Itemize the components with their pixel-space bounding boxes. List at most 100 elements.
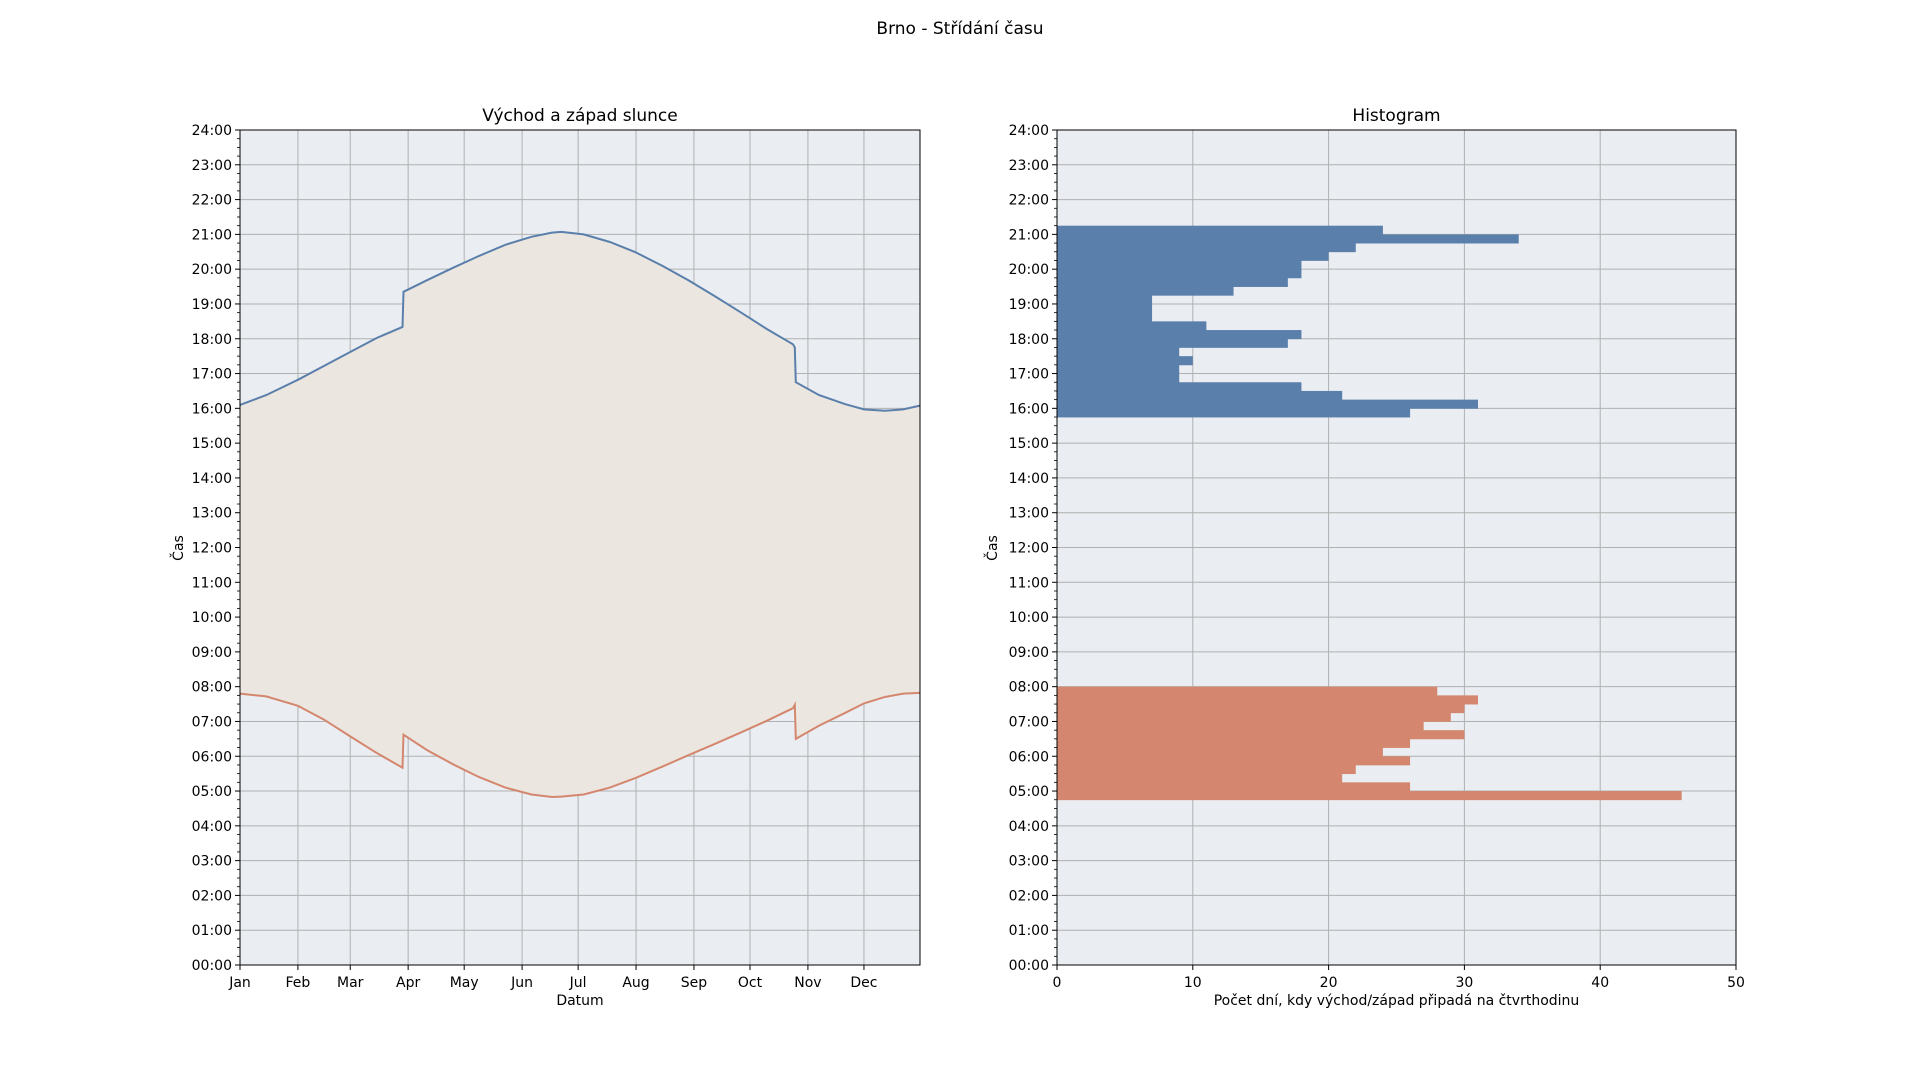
histogram-ytick-label: 08:00 bbox=[1009, 680, 1049, 696]
histogram-xtick-label: 0 bbox=[1053, 975, 1062, 991]
sun-times-ytick-label: 04:00 bbox=[192, 819, 232, 835]
sun-times-title: Východ a západ slunce bbox=[482, 106, 677, 126]
sun-times-ytick-label: 02:00 bbox=[192, 888, 232, 904]
sun-times-xtick-label: Mar bbox=[337, 975, 364, 991]
sun-times-ytick-label: 24:00 bbox=[192, 123, 232, 139]
histogram-bar-sunrise bbox=[1057, 747, 1383, 757]
histogram-bar-sunset bbox=[1057, 382, 1302, 392]
sun-times-ytick-label: 21:00 bbox=[192, 227, 232, 243]
sun-times-xtick-label: Oct bbox=[738, 975, 763, 991]
sun-times-ytick-label: 17:00 bbox=[192, 367, 232, 383]
histogram-ytick-label: 19:00 bbox=[1009, 297, 1049, 313]
sun-times-ytick-label: 23:00 bbox=[192, 158, 232, 174]
sun-times-ytick-label: 22:00 bbox=[192, 193, 232, 209]
histogram-ytick-label: 14:00 bbox=[1009, 471, 1049, 487]
sun-times-ytick-label: 19:00 bbox=[192, 297, 232, 313]
histogram-ytick-label: 21:00 bbox=[1009, 227, 1049, 243]
histogram-bar-sunset bbox=[1057, 373, 1180, 383]
histogram-ytick-label: 18:00 bbox=[1009, 332, 1049, 348]
histogram-bar-sunrise bbox=[1057, 695, 1478, 705]
sun-times-ytick-label: 15:00 bbox=[192, 436, 232, 452]
sun-times-xtick-label: Nov bbox=[794, 975, 821, 991]
histogram-ytick-label: 15:00 bbox=[1009, 436, 1049, 452]
histogram-bars bbox=[1057, 225, 1682, 801]
sun-times-ytick-label: 08:00 bbox=[192, 680, 232, 696]
histogram-ytick-label: 01:00 bbox=[1009, 923, 1049, 939]
sunset-line bbox=[239, 230, 921, 412]
histogram-panel: 00:00 01:00 02:00 03:00 04:00 05:00 06:00 07:00… bbox=[983, 106, 1745, 1009]
sun-times-ytick-label: 13:00 bbox=[192, 506, 232, 522]
sun-times-panel: 00:00 01:00 02:00 03:00 04:00 05:00 06:00 07:00… bbox=[169, 106, 921, 1009]
histogram-ytick-label: 07:00 bbox=[1009, 714, 1049, 730]
sun-times-xtick-label: Feb bbox=[286, 975, 311, 991]
histogram-bar-sunrise bbox=[1057, 782, 1411, 792]
histogram-xtick-label: 20 bbox=[1320, 975, 1338, 991]
sun-times-xtick-label: Jul bbox=[569, 975, 587, 991]
histogram-xtick-label: 50 bbox=[1727, 975, 1745, 991]
histogram-ytick-label: 04:00 bbox=[1009, 819, 1049, 835]
sun-times-ytick-label: 07:00 bbox=[192, 714, 232, 730]
histogram-ytick-label: 11:00 bbox=[1009, 575, 1049, 591]
histogram-xtick-label: 10 bbox=[1184, 975, 1202, 991]
histogram-bar-sunset bbox=[1057, 347, 1180, 357]
histogram-ytick-label: 00:00 bbox=[1009, 958, 1049, 974]
histogram-bar-sunset bbox=[1057, 295, 1153, 305]
sun-times-xtick-label: Aug bbox=[622, 975, 649, 991]
histogram-xlabel: Počet dní, kdy východ/západ připadá na č… bbox=[1214, 993, 1580, 1009]
histogram-ytick-label: 20:00 bbox=[1009, 262, 1049, 278]
histogram-ytick-label: 23:00 bbox=[1009, 158, 1049, 174]
sun-times-ytick-label: 06:00 bbox=[192, 749, 232, 765]
sunrise-line bbox=[239, 691, 921, 799]
histogram-bar-sunset bbox=[1057, 399, 1478, 409]
histogram-xtick-label: 30 bbox=[1455, 975, 1473, 991]
histogram-bar-sunrise bbox=[1057, 773, 1343, 783]
histogram-bar-sunrise bbox=[1057, 686, 1438, 696]
histogram-bar-sunset bbox=[1057, 251, 1329, 261]
histogram-bar-sunset bbox=[1057, 286, 1234, 296]
sun-times-xtick-label: Jan bbox=[228, 975, 251, 991]
sun-times-ylabel: Čas bbox=[169, 535, 187, 561]
histogram-bar-sunset bbox=[1057, 303, 1153, 314]
sun-times-ytick-label: 20:00 bbox=[192, 262, 232, 278]
histogram-ytick-label: 12:00 bbox=[1009, 541, 1049, 557]
sun-times-ytick-label: 16:00 bbox=[192, 401, 232, 417]
histogram-ytick-label: 06:00 bbox=[1009, 749, 1049, 765]
histogram-bar-sunset bbox=[1057, 243, 1356, 253]
sun-times-ytick-label: 00:00 bbox=[192, 958, 232, 974]
sun-times-xtick-label: Apr bbox=[396, 975, 420, 991]
histogram-ytick-label: 05:00 bbox=[1009, 784, 1049, 800]
sun-times-ytick-label: 12:00 bbox=[192, 541, 232, 557]
histogram-bar-sunset bbox=[1057, 390, 1343, 401]
sun-times-ytick-label: 05:00 bbox=[192, 784, 232, 800]
sun-times-xlabel: Datum bbox=[556, 993, 603, 1009]
sun-times-xtick-label: Sep bbox=[681, 975, 708, 991]
sun-times-xtick-label: Dec bbox=[850, 975, 877, 991]
sun-times-xtick-label: Jun bbox=[510, 975, 533, 991]
histogram-ticks: 00:00 01:00 02:00 03:00 04:00 05:00 06:00 07:00… bbox=[1009, 123, 1745, 991]
histogram-ytick-label: 16:00 bbox=[1009, 401, 1049, 417]
histogram-ytick-label: 09:00 bbox=[1009, 645, 1049, 661]
histogram-bar-sunset bbox=[1057, 269, 1302, 279]
histogram-bar-sunrise bbox=[1057, 791, 1682, 801]
histogram-bar-sunset bbox=[1057, 408, 1411, 418]
histogram-bar-sunset bbox=[1057, 234, 1519, 244]
sun-times-ytick-label: 10:00 bbox=[192, 610, 232, 626]
sun-times-ytick-label: 09:00 bbox=[192, 645, 232, 661]
sun-times-ytick-label: 14:00 bbox=[192, 471, 232, 487]
histogram-bar-sunrise bbox=[1057, 712, 1451, 722]
histogram-title: Histogram bbox=[1352, 106, 1440, 126]
histogram-bar-sunrise bbox=[1057, 730, 1465, 740]
sun-times-ytick-label: 01:00 bbox=[192, 923, 232, 939]
sun-times-ticks: 00:00 01:00 02:00 03:00 04:00 05:00 06:00 07:00… bbox=[192, 123, 878, 991]
histogram-bar-sunrise bbox=[1057, 738, 1411, 748]
histogram-ytick-label: 17:00 bbox=[1009, 367, 1049, 383]
histogram-bar-sunrise bbox=[1057, 704, 1465, 714]
histogram-bar-sunset bbox=[1057, 356, 1193, 366]
histogram-bar-sunset bbox=[1057, 277, 1288, 287]
sun-times-ytick-label: 11:00 bbox=[192, 575, 232, 591]
histogram-ytick-label: 10:00 bbox=[1009, 610, 1049, 626]
daylight-fill bbox=[240, 231, 920, 797]
sun-times-ytick-label: 18:00 bbox=[192, 332, 232, 348]
figure-title: Brno - Střídání času bbox=[876, 19, 1043, 39]
